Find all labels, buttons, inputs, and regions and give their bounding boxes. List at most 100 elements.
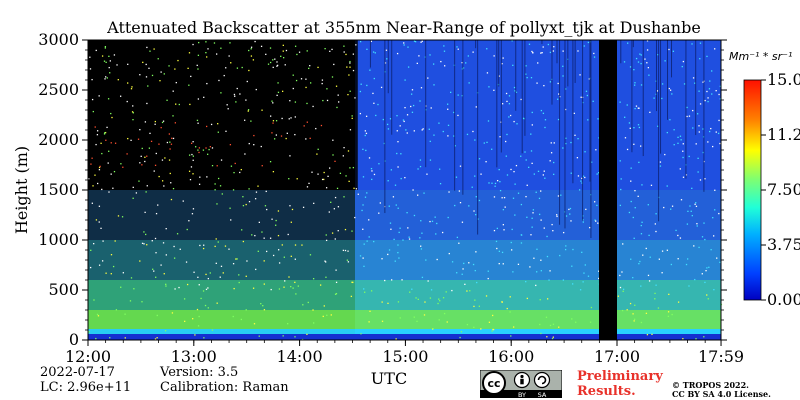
speckle — [150, 140, 153, 143]
streak — [667, 40, 669, 120]
speckle — [419, 100, 421, 102]
speckle — [707, 141, 709, 143]
speckle — [95, 337, 97, 340]
speckle — [196, 119, 199, 122]
speckle — [463, 262, 465, 265]
speckle — [460, 331, 463, 333]
speckle — [590, 306, 593, 309]
speckle — [591, 161, 593, 163]
speckle — [242, 240, 245, 243]
speckle — [688, 285, 690, 287]
speckle — [187, 67, 189, 70]
speckle — [586, 94, 589, 97]
speckle — [306, 102, 308, 105]
speckle — [438, 319, 440, 321]
speckle — [491, 314, 494, 317]
speckle — [673, 129, 675, 131]
speckle — [427, 77, 429, 79]
speckle — [359, 255, 362, 257]
speckle — [298, 51, 301, 53]
speckle — [635, 57, 638, 60]
speckle — [228, 55, 230, 57]
speckle — [122, 272, 125, 274]
speckle — [596, 204, 598, 207]
speckle — [368, 157, 371, 159]
speckle — [714, 48, 716, 50]
speckle — [387, 180, 389, 182]
speckle — [277, 249, 280, 251]
speckle — [248, 49, 250, 52]
speckle — [381, 320, 384, 322]
speckle — [585, 208, 587, 211]
speckle — [582, 175, 585, 177]
speckle — [192, 208, 195, 210]
speckle — [634, 190, 636, 192]
streak — [655, 40, 657, 112]
speckle — [272, 102, 274, 104]
speckle — [637, 107, 639, 109]
speckle — [157, 58, 159, 60]
speckle — [108, 66, 110, 69]
speckle — [498, 262, 500, 265]
speckle — [695, 205, 698, 208]
speckle — [91, 202, 93, 204]
speckle — [250, 46, 253, 48]
speckle — [162, 120, 165, 122]
streak — [384, 40, 386, 214]
speckle — [272, 254, 275, 257]
speckle — [403, 120, 405, 123]
speckle — [233, 287, 235, 290]
speckle — [139, 162, 141, 164]
speckle — [186, 228, 188, 231]
speckle — [647, 66, 650, 69]
speckle — [388, 205, 390, 207]
speckle — [486, 72, 489, 74]
x-tick-label: 13:00 — [171, 347, 217, 366]
speckle — [557, 118, 560, 121]
streak — [589, 40, 591, 182]
speckle — [638, 126, 641, 129]
speckle — [94, 126, 96, 128]
backscatter-band — [88, 280, 721, 310]
speckle — [695, 202, 697, 204]
speckle — [635, 105, 638, 107]
speckle — [272, 122, 274, 124]
speckle — [494, 185, 496, 187]
speckle — [451, 289, 453, 292]
speckle — [508, 103, 511, 105]
speckle — [501, 251, 504, 254]
speckle — [132, 197, 134, 199]
speckle — [387, 128, 390, 130]
speckle — [511, 40, 513, 42]
speckle — [644, 58, 646, 60]
speckle — [399, 125, 401, 127]
speckle — [670, 263, 673, 266]
speckle — [339, 172, 342, 174]
speckle — [624, 116, 626, 118]
speckle — [647, 204, 649, 206]
speckle — [581, 251, 583, 253]
speckle — [99, 165, 101, 168]
speckle — [492, 328, 494, 331]
speckle — [312, 309, 314, 311]
speckle — [501, 197, 503, 199]
speckle — [192, 318, 194, 320]
speckle — [373, 240, 375, 243]
streak — [515, 40, 517, 111]
speckle — [558, 326, 560, 328]
speckle — [588, 78, 591, 80]
speckle — [431, 220, 434, 222]
speckle — [281, 117, 283, 120]
speckle — [216, 165, 218, 167]
speckle — [200, 297, 202, 300]
speckle — [202, 247, 205, 250]
speckle — [145, 233, 147, 236]
speckle — [499, 189, 502, 192]
speckle — [547, 43, 550, 46]
speckle — [664, 153, 666, 156]
speckle — [714, 209, 716, 211]
speckle — [263, 237, 265, 239]
speckle — [530, 150, 533, 152]
speckle — [222, 272, 224, 274]
speckle — [553, 46, 555, 48]
